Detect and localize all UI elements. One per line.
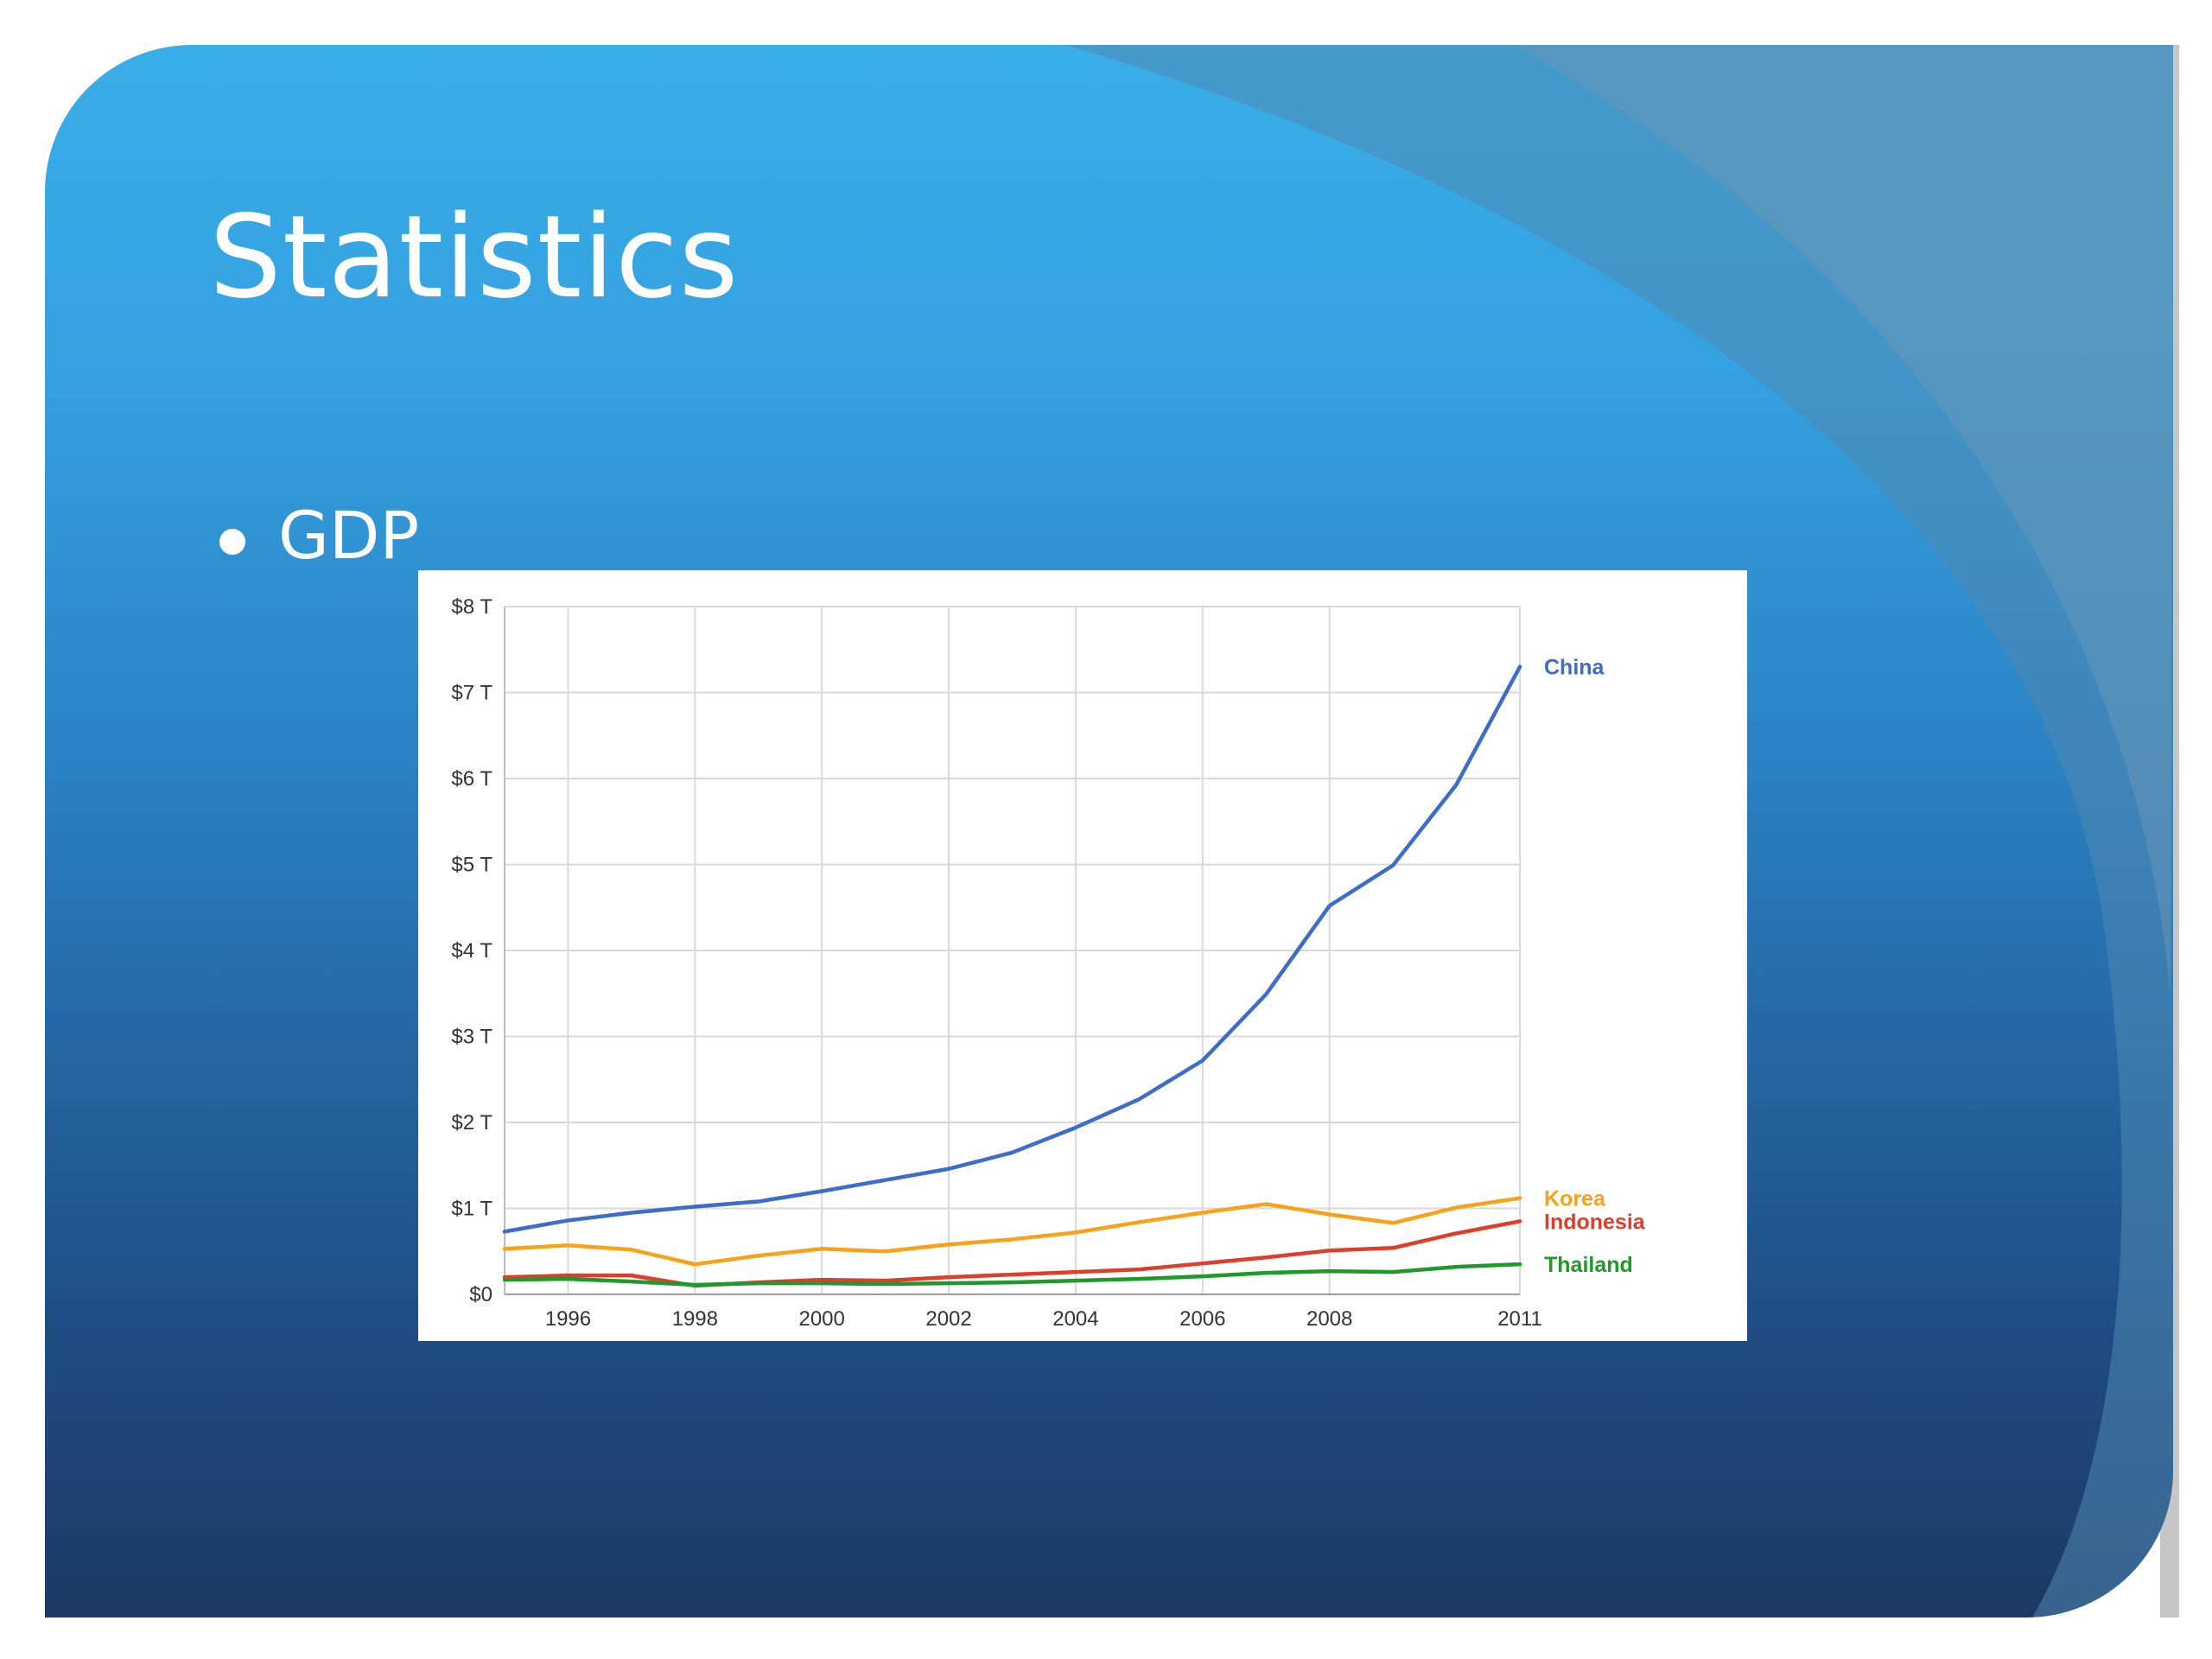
x-tick-label: 2011: [1497, 1307, 1542, 1331]
bullet-dot: [219, 529, 245, 555]
series-label-thailand: Thailand: [1544, 1253, 1633, 1277]
y-tick-label: $2 T: [451, 1111, 493, 1135]
x-tick-label: 2004: [1052, 1307, 1098, 1331]
deco-swoosh-outer: [1065, 45, 2173, 1618]
y-tick-label: $7 T: [451, 682, 493, 705]
y-tick-label: $8 T: [451, 595, 493, 619]
slide-title: Statistics: [209, 191, 740, 324]
slide-background-decoration: [1065, 45, 2173, 1618]
y-tick-label: $1 T: [451, 1198, 493, 1221]
x-tick-label: 1998: [672, 1307, 718, 1331]
x-tick-label: 2000: [798, 1307, 844, 1331]
gdp-line-chart: $0 $1 T $2 T $3 T $4 T $5 T $6 T $7 T $8 T 1996 19…: [418, 570, 1747, 1341]
chart-svg: $0 $1 T $2 T $3 T $4 T $5 T $6 T $7 T $8 T 1996 19…: [451, 595, 1646, 1331]
x-tick-label: 2002: [925, 1307, 971, 1331]
x-tick-label: 2006: [1179, 1307, 1225, 1331]
y-tick-label: $4 T: [451, 939, 493, 963]
series-label-korea: Korea: [1544, 1187, 1606, 1211]
x-tick-label: 2008: [1306, 1307, 1352, 1331]
chart-series: [502, 664, 1522, 1288]
y-tick-label: $6 T: [451, 767, 493, 791]
x-tick-label: 1996: [545, 1307, 591, 1331]
series-label-indonesia: Indonesia: [1544, 1210, 1646, 1234]
y-tick-label: $5 T: [451, 854, 493, 877]
chart-gridlines: [505, 606, 1521, 1295]
chart-axes: $0 $1 T $2 T $3 T $4 T $5 T $6 T $7 T $8 T 1996 19…: [451, 595, 1541, 1331]
series-line-china: [502, 664, 1522, 1234]
bullet-text-gdp: GDP: [278, 497, 420, 574]
series-label-china: China: [1544, 656, 1605, 680]
y-tick-label: $0: [469, 1283, 493, 1306]
deco-swoosh-inner: [1514, 45, 2173, 995]
slide: Statistics GDP $0 $1 T $2 T $3 T $4 T $5 T $6 …: [45, 45, 2173, 1618]
y-tick-label: $3 T: [451, 1026, 493, 1049]
